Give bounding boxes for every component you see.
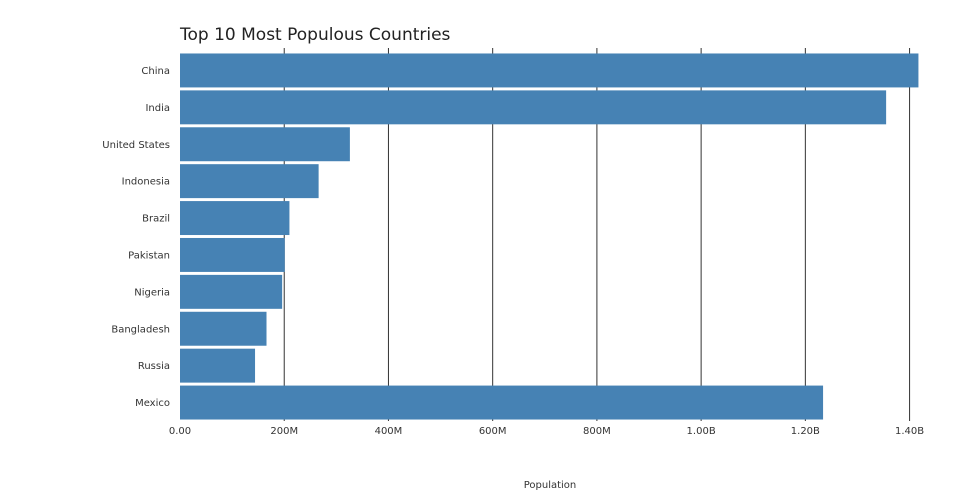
- x-axis-title: Population: [524, 480, 577, 491]
- x-tick-label: 1.40B: [895, 426, 924, 437]
- x-tick-label: 1.00B: [687, 426, 716, 437]
- y-tick-label: Brazil: [142, 214, 170, 225]
- bar-indonesia: [180, 164, 319, 199]
- y-tick-label: Nigeria: [134, 287, 170, 298]
- bar-india: [180, 90, 887, 125]
- y-tick-label: India: [145, 103, 170, 114]
- bar-bangladesh: [180, 311, 267, 346]
- x-axis-labels: 0.00 200M 400M 600M 800M 1.00B 1.20B 1.40B: [169, 426, 924, 437]
- x-tick-label: 400M: [375, 426, 403, 437]
- bar-china: [180, 53, 919, 88]
- bar-united-states: [180, 127, 350, 162]
- y-tick-label: Indonesia: [122, 177, 170, 188]
- x-tick-label: 1.20B: [791, 426, 820, 437]
- y-tick-label: Bangladesh: [111, 324, 170, 335]
- bar-pakistan: [180, 237, 285, 272]
- x-tick-label: 800M: [583, 426, 611, 437]
- x-tick-label: 600M: [479, 426, 507, 437]
- x-tick-label: 0.00: [169, 426, 191, 437]
- y-tick-label: China: [141, 66, 170, 77]
- y-tick-label: United States: [102, 140, 170, 151]
- x-tick-label: 200M: [270, 426, 298, 437]
- y-axis-labels: China India United States Indonesia Brazil Pa…: [102, 66, 170, 409]
- bar-brazil: [180, 201, 290, 236]
- y-tick-label: Mexico: [135, 398, 170, 409]
- bar-russia: [180, 348, 256, 383]
- bars: [180, 53, 919, 420]
- y-tick-label: Russia: [138, 361, 170, 372]
- y-tick-label: Pakistan: [128, 250, 170, 261]
- bar-nigeria: [180, 274, 283, 309]
- bar-mexico: [180, 385, 824, 420]
- chart-title: Top 10 Most Populous Countries: [179, 25, 451, 45]
